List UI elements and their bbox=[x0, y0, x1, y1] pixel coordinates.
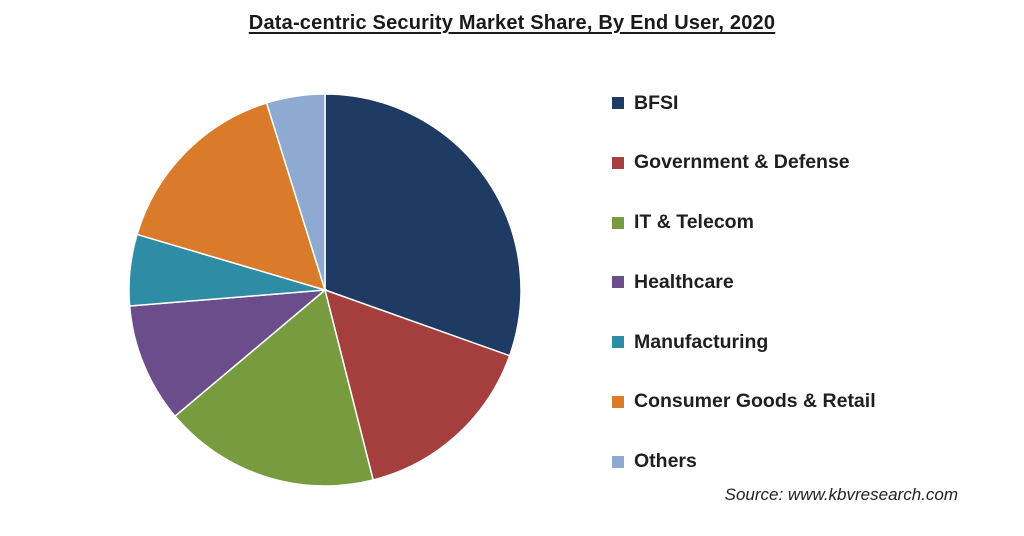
pie-chart bbox=[128, 93, 522, 487]
legend-item: IT & Telecom bbox=[612, 208, 876, 238]
legend-item: Government & Defense bbox=[612, 148, 876, 178]
pie-slice-healthcare bbox=[128, 289, 328, 418]
legend-label: Others bbox=[634, 450, 697, 473]
source-note: Source: www.kbvresearch.com bbox=[724, 485, 958, 504]
legend-swatch bbox=[612, 97, 624, 109]
legend-label: Government & Defense bbox=[634, 151, 850, 174]
legend-swatch bbox=[612, 336, 624, 349]
legend-label: BFSI bbox=[634, 91, 679, 114]
legend-label: Healthcare bbox=[634, 270, 734, 293]
pie-slice-consumer-goods-retail bbox=[136, 101, 327, 292]
legend-item: Consumer Goods & Retail bbox=[612, 387, 876, 417]
pie-slice-bfsi bbox=[324, 93, 522, 357]
chart-title: Data-centric Security Market Share, By E… bbox=[248, 12, 776, 34]
legend-swatch bbox=[612, 395, 624, 408]
legend-label: Manufacturing bbox=[634, 330, 769, 353]
legend-item: Manufacturing bbox=[612, 327, 876, 357]
legend-label: IT & Telecom bbox=[634, 211, 754, 234]
pie-slice-others bbox=[265, 93, 326, 291]
legend: BFSI Government & Defense IT & Telecom Heal… bbox=[612, 88, 876, 507]
legend-swatch bbox=[612, 216, 624, 229]
legend-item: BFSI bbox=[612, 88, 876, 118]
pie-slice-government-defense bbox=[323, 288, 511, 481]
pie-slice-it-telecom bbox=[173, 288, 375, 487]
chart-title-wrap: Data-centric Security Market Share, By E… bbox=[0, 12, 1024, 35]
legend-label: Consumer Goods & Retail bbox=[634, 390, 876, 413]
legend-item: Others bbox=[612, 447, 876, 477]
legend-swatch bbox=[612, 156, 624, 169]
legend-item: Healthcare bbox=[612, 267, 876, 297]
legend-swatch bbox=[612, 276, 624, 289]
legend-swatch bbox=[612, 455, 624, 468]
